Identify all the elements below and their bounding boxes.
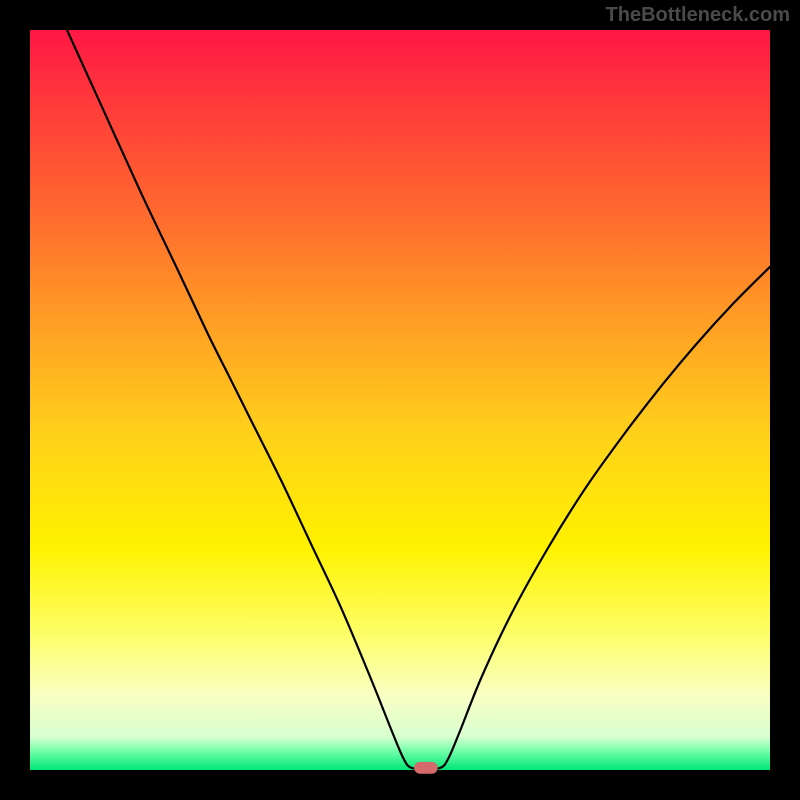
chart-svg [0, 0, 800, 800]
plot-background [30, 30, 770, 770]
chart-stage: TheBottleneck.com [0, 0, 800, 800]
minimum-marker [414, 762, 438, 774]
watermark-text: TheBottleneck.com [606, 4, 790, 27]
